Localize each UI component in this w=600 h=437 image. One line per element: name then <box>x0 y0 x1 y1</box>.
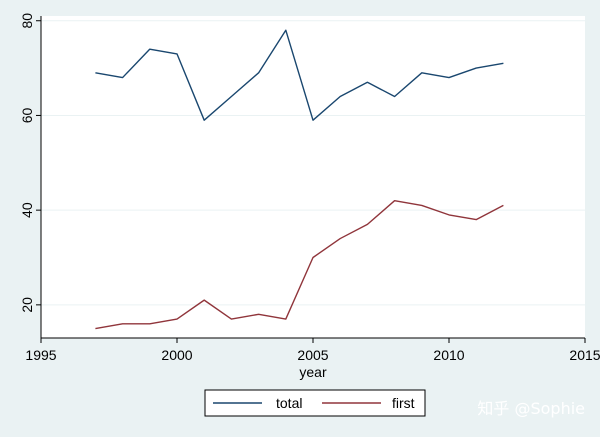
x-tick-label: 2015 <box>569 347 600 363</box>
x-tick-label: 2000 <box>161 347 192 363</box>
y-tick-label: 40 <box>19 202 35 218</box>
y-tick-label: 80 <box>19 13 35 29</box>
y-tick-label: 60 <box>19 107 35 123</box>
legend-label-total: total <box>276 395 302 411</box>
watermark-text: 知乎 @Sophie <box>477 399 585 418</box>
series-layer <box>95 29 504 330</box>
legend-label-first: first <box>392 395 415 411</box>
x-ticks: 1995 2000 2005 2010 2015 <box>25 338 600 363</box>
legend: total first <box>213 395 415 411</box>
x-tick-label: 1995 <box>25 347 56 363</box>
x-axis-label: year <box>299 364 327 380</box>
y-tick-label: 20 <box>19 297 35 313</box>
grid-lines <box>41 20 585 306</box>
series-line-total <box>95 29 504 121</box>
x-tick-label: 2010 <box>433 347 464 363</box>
x-tick-label: 2005 <box>297 347 328 363</box>
plot-background <box>41 16 585 338</box>
series-line-first <box>95 199 504 330</box>
y-ticks: 20 40 60 80 <box>19 13 41 313</box>
